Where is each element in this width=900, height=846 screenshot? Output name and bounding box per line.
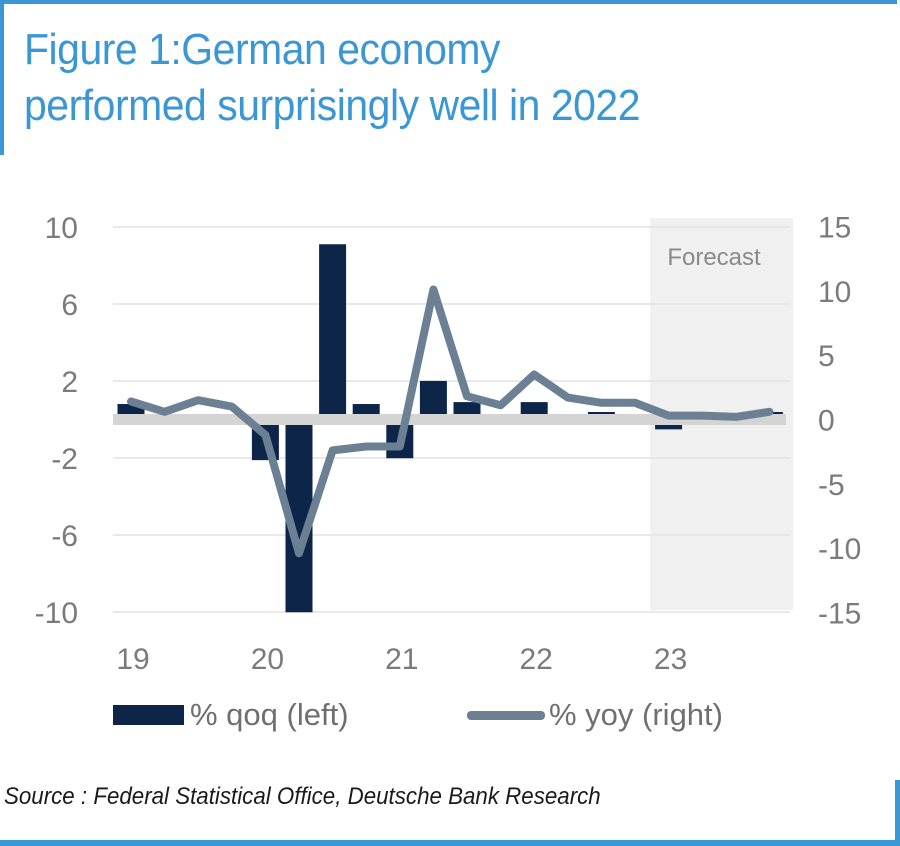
x-tick-label: 20	[251, 643, 284, 676]
legend-item-qoq: % qoq (left)	[113, 697, 349, 733]
qoq-bar	[453, 402, 481, 414]
legend-item-yoy: % yoy (right)	[467, 697, 723, 733]
left-tick-label: -2	[51, 443, 78, 476]
right-tick-label: 15	[818, 211, 851, 244]
legend-line-swatch-icon	[467, 710, 545, 720]
left-tick-label: -6	[51, 520, 78, 553]
qoq-bar	[655, 425, 683, 430]
legend-label-qoq: % qoq (left)	[190, 697, 349, 732]
qoq-bar	[319, 244, 347, 414]
right-tick-label: -5	[818, 469, 845, 502]
left-tick-label: 2	[61, 366, 78, 399]
legend: % qoq (left) % yoy (right)	[113, 697, 813, 737]
forecast-label: Forecast	[667, 244, 761, 271]
right-axis: 15 10 5 0 -5 -10 -15	[818, 211, 861, 630]
yoy-line	[127, 285, 774, 558]
x-tick-label: 22	[520, 643, 553, 676]
zero-band-rect	[113, 414, 786, 425]
chart-title-line-1: Figure 1:German economy	[24, 25, 501, 74]
left-border-accent	[0, 0, 4, 155]
right-tick-label: -10	[818, 533, 861, 566]
source-note: Source : Federal Statistical Office, Deu…	[4, 783, 601, 810]
chart-title: Figure 1:German economy performed surpri…	[24, 22, 824, 134]
right-tick-label: 0	[818, 405, 835, 438]
chart-title-line-2: performed surprisingly well in 2022	[24, 81, 641, 130]
right-tick-label: -15	[818, 598, 861, 631]
qoq-bar	[587, 412, 615, 414]
yoy-line-path	[127, 285, 774, 558]
qoq-bar	[352, 404, 380, 414]
left-tick-label: 10	[45, 212, 78, 245]
qoq-bar	[520, 402, 548, 414]
left-tick-label: 6	[61, 289, 78, 322]
annotations: Forecast	[667, 244, 761, 271]
left-axis: 10 6 2 -2 -6 -10	[35, 212, 78, 630]
x-tick-label: 19	[116, 643, 149, 676]
x-axis: 19 20 21 22 23	[116, 643, 687, 676]
qoq-bar	[419, 380, 447, 414]
gridlines	[113, 226, 790, 613]
left-tick-label: -10	[35, 597, 78, 630]
x-tick-label: 21	[385, 643, 418, 676]
legend-label-yoy: % yoy (right)	[549, 697, 723, 732]
right-tick-label: 10	[818, 276, 851, 309]
zero-band	[113, 414, 786, 425]
qoq-bar	[117, 404, 145, 414]
x-tick-label: 23	[654, 643, 687, 676]
legend-bar-swatch-icon	[113, 705, 184, 725]
top-border	[0, 0, 897, 4]
bottom-border	[0, 840, 900, 846]
right-border-accent	[895, 780, 900, 846]
right-tick-label: 5	[818, 340, 835, 373]
